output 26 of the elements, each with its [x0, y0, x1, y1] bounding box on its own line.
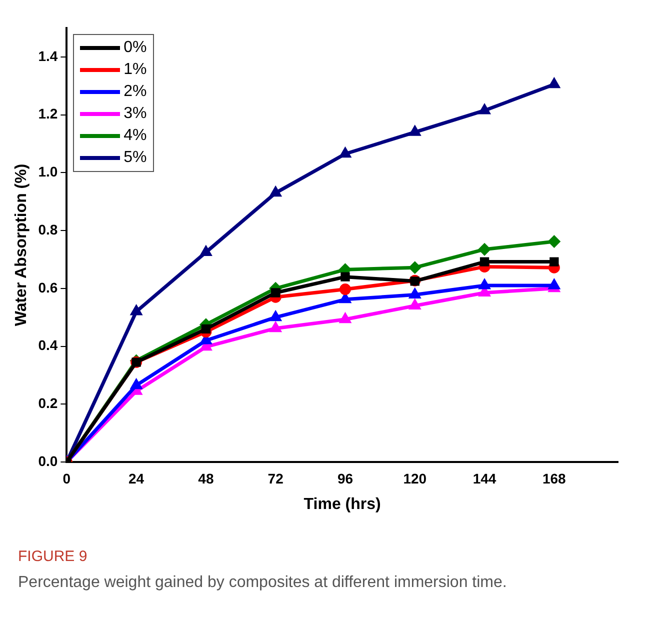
y-tick-label: 1.4: [38, 48, 58, 64]
x-tick-label: 24: [128, 470, 144, 486]
y-tick-label: 0.4: [38, 337, 58, 354]
text: FIGURE 9: [18, 548, 88, 565]
y-tick-label: 0.0: [38, 452, 58, 469]
legend-label: 3%: [124, 105, 147, 123]
x-tick-label: 48: [198, 470, 214, 486]
legend-label: 1%: [124, 61, 147, 79]
y-tick-label: 1.0: [38, 164, 58, 180]
text: Percentage weight gained by composites at different immersion time.: [18, 573, 508, 593]
x-tick-label: 120: [403, 470, 427, 486]
y-tick-label: 0.2: [38, 394, 58, 411]
legend-label: 2%: [124, 83, 147, 101]
x-tick-label: 168: [542, 470, 566, 486]
x-tick-label: 96: [337, 470, 354, 486]
y-tick-label: 0.8: [38, 221, 58, 238]
x-tick-label: 0: [62, 470, 71, 486]
x-axis-title: Time (hrs): [304, 496, 381, 513]
x-tick-label: 72: [268, 470, 284, 486]
y-tick-label: 0.6: [38, 279, 58, 296]
y-axis-title: Water Absorption (%): [13, 164, 30, 326]
x-tick-label: 144: [472, 470, 496, 486]
legend-label: 4%: [124, 127, 147, 145]
y-tick-label: 1.2: [38, 106, 58, 122]
legend-label: 0%: [124, 39, 147, 57]
legend-label: 5%: [124, 149, 147, 167]
